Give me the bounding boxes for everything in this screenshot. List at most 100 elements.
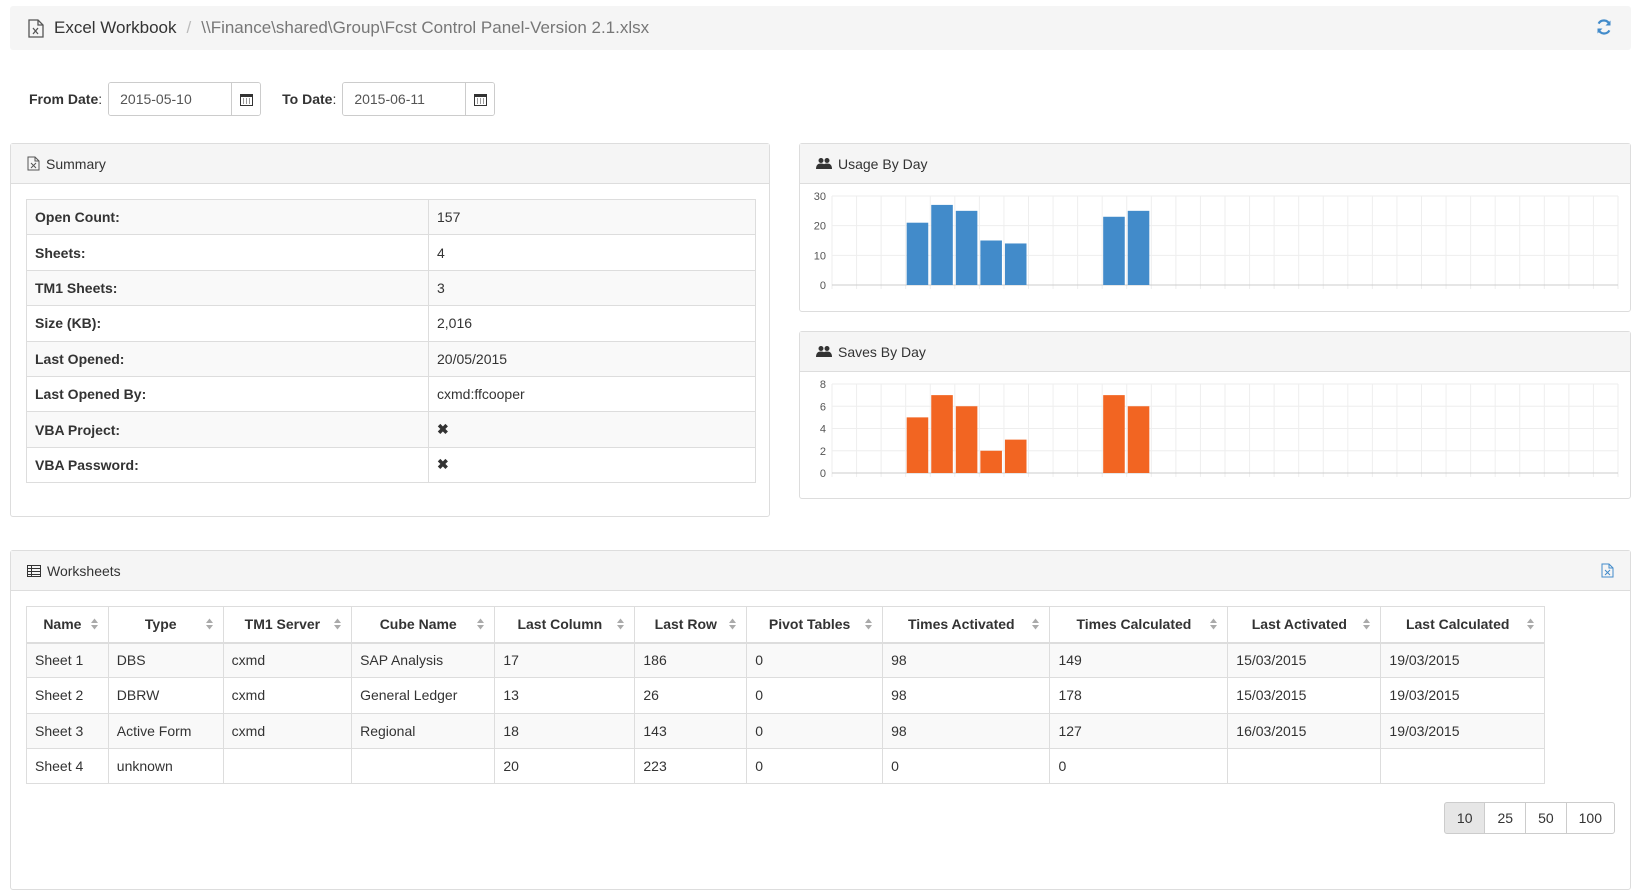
- column-header[interactable]: Type: [107, 606, 224, 644]
- table-cell: 19/03/2015: [1380, 677, 1545, 714]
- column-header-label: Cube Name: [379, 616, 457, 633]
- sort-icon[interactable]: [1032, 618, 1040, 630]
- y-tick-label: 10: [814, 250, 826, 262]
- table-cell: Active Form: [107, 712, 224, 749]
- column-header-label: Times Calculated: [1076, 616, 1192, 633]
- breadcrumb: Excel Workbook / \\Finance\shared\Group\…: [10, 6, 1631, 50]
- sort-icon[interactable]: [729, 618, 737, 630]
- bar[interactable]: [1127, 210, 1150, 285]
- summary-row: Last Opened: 20/05/2015: [26, 340, 756, 377]
- column-header[interactable]: Pivot Tables: [746, 606, 884, 644]
- summary-label: Sheets:: [26, 234, 429, 271]
- breadcrumb-title[interactable]: Excel Workbook: [54, 18, 177, 37]
- bar[interactable]: [1103, 216, 1125, 285]
- bar[interactable]: [1127, 406, 1150, 473]
- column-header[interactable]: Last Row: [634, 606, 748, 644]
- column-header[interactable]: Cube Name: [351, 606, 496, 644]
- refresh-icon[interactable]: [1595, 18, 1613, 36]
- bar[interactable]: [980, 450, 1002, 473]
- sort-icon[interactable]: [1363, 618, 1371, 630]
- bar[interactable]: [931, 395, 953, 473]
- bar[interactable]: [931, 204, 953, 285]
- bar[interactable]: [906, 222, 929, 285]
- column-header[interactable]: Last Column: [494, 606, 636, 644]
- export-excel-icon[interactable]: [1601, 563, 1614, 578]
- table-cell: [222, 747, 353, 785]
- summary-label: Open Count:: [26, 198, 429, 236]
- table-cell: General Ledger: [351, 677, 496, 714]
- sort-icon[interactable]: [617, 618, 625, 630]
- column-header[interactable]: Last Calculated: [1380, 606, 1545, 644]
- sort-icon[interactable]: [477, 618, 485, 630]
- table-cell: 178: [1049, 677, 1229, 714]
- column-header[interactable]: Name: [26, 606, 109, 644]
- column-header[interactable]: Last Activated: [1227, 606, 1382, 644]
- table-cell: 0: [1049, 747, 1229, 785]
- column-header-label: Pivot Tables: [768, 616, 851, 633]
- page-size-50-button[interactable]: 50: [1525, 802, 1567, 834]
- users-icon: [816, 157, 832, 170]
- summary-label: TM1 Sheets:: [26, 269, 429, 307]
- summary-row: Open Count: 157: [26, 198, 756, 236]
- sort-icon[interactable]: [1527, 618, 1534, 630]
- worksheets-table: Name Type TM1 Server Cube Name Last Column La…: [26, 606, 1545, 785]
- bar[interactable]: [980, 240, 1002, 286]
- table-cell: 0: [746, 712, 884, 749]
- sort-icon[interactable]: [865, 618, 873, 630]
- y-tick-label: 0: [820, 280, 826, 292]
- table-row[interactable]: Sheet 4 unknown 20 223 0 0 0: [26, 747, 1545, 785]
- page-size-10-button[interactable]: 10: [1443, 802, 1486, 834]
- bar[interactable]: [1004, 439, 1027, 473]
- saves-title: Saves By Day: [838, 343, 926, 360]
- worksheets-title: Worksheets: [47, 562, 121, 579]
- sort-icon[interactable]: [334, 618, 342, 630]
- usage-title: Usage By Day: [838, 155, 928, 172]
- sort-icon[interactable]: [90, 618, 98, 630]
- table-cell: 149: [1049, 641, 1229, 679]
- summary-row: VBA Password: ✖: [26, 446, 756, 484]
- sort-icon[interactable]: [205, 618, 213, 630]
- sort-icon[interactable]: [1210, 618, 1218, 630]
- from-date-calendar-button[interactable]: [231, 83, 261, 115]
- table-row[interactable]: Sheet 2 DBRW cxmd General Ledger 13 26 0 98 178 1…: [26, 677, 1545, 714]
- table-cell: SAP Analysis: [351, 641, 496, 679]
- table-row[interactable]: Sheet 1 DBS cxmd SAP Analysis 17 186 0 98 149 15/…: [26, 641, 1545, 679]
- table-cell: 0: [746, 677, 884, 714]
- to-date-input[interactable]: [343, 83, 466, 115]
- column-header-label: Last Row: [654, 616, 717, 633]
- bar[interactable]: [955, 210, 978, 285]
- table-cell: 98: [882, 712, 1051, 749]
- table-cell: 13: [494, 677, 636, 714]
- to-date-calendar-button[interactable]: [465, 83, 495, 115]
- column-header[interactable]: Times Calculated: [1049, 606, 1229, 644]
- table-cell: cxmd: [222, 677, 353, 714]
- bar[interactable]: [955, 406, 978, 473]
- column-header[interactable]: Times Activated: [882, 606, 1051, 644]
- table-row[interactable]: Sheet 3 Active Form cxmd Regional 18 143 0 98 12…: [26, 712, 1545, 749]
- table-cell: 18: [494, 712, 636, 749]
- column-header-label: Last Column: [517, 616, 603, 633]
- bar[interactable]: [1103, 395, 1125, 473]
- from-date-input[interactable]: [109, 83, 232, 115]
- usage-heading: Usage By Day: [800, 144, 1630, 184]
- breadcrumb-path: \\Finance\shared\Group\Fcst Control Pane…: [201, 18, 650, 37]
- table-cell: 16/03/2015: [1227, 712, 1382, 749]
- page-size-25-button[interactable]: 25: [1484, 802, 1527, 834]
- column-header-label: Name: [43, 616, 82, 633]
- summary-row: VBA Project: ✖: [26, 411, 756, 448]
- saves-by-day-chart: 0 2 4 6 8: [820, 379, 1619, 480]
- to-date-colon: :: [332, 91, 337, 107]
- summary-label: Size (KB):: [26, 305, 429, 342]
- column-header-label: Type: [144, 616, 177, 633]
- table-cell: Regional: [351, 712, 496, 749]
- bar[interactable]: [1004, 243, 1027, 285]
- table-cell: Sheet 2: [26, 677, 109, 714]
- table-cell: 0: [746, 747, 884, 785]
- page-size-100-button[interactable]: 100: [1565, 802, 1615, 834]
- summary-label: Last Opened By:: [26, 375, 429, 413]
- bar[interactable]: [906, 417, 929, 473]
- table-cell: 20: [494, 747, 636, 785]
- summary-value: 2,016: [428, 305, 756, 342]
- y-tick-label: 8: [820, 379, 826, 391]
- column-header[interactable]: TM1 Server: [222, 606, 353, 644]
